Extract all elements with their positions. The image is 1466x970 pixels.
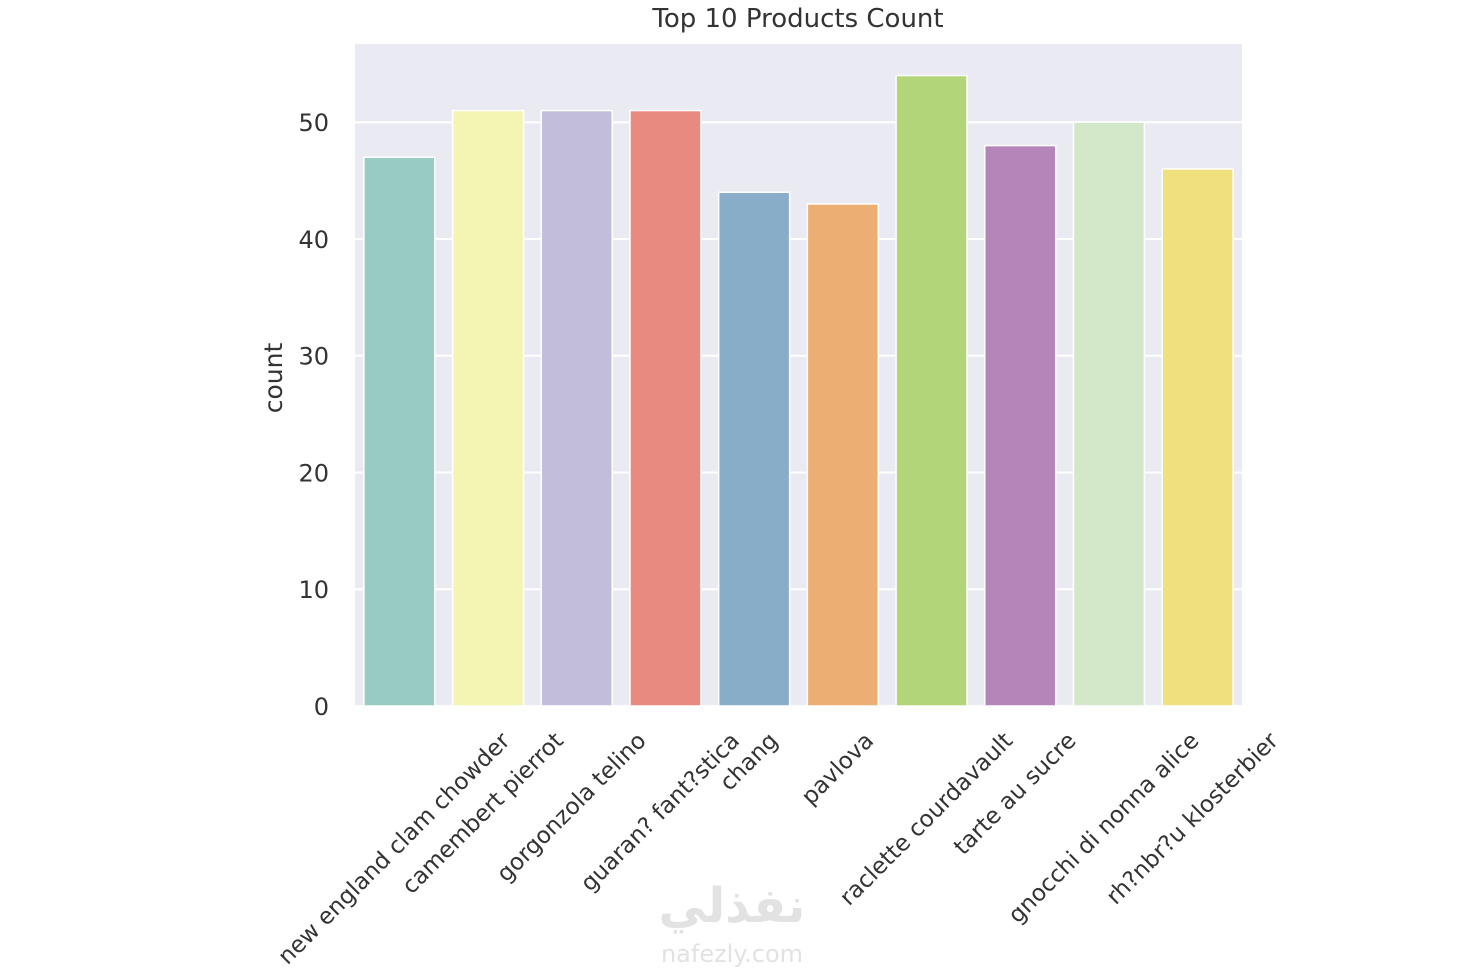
x-tick-label: guaran? fant?stica [576, 728, 745, 897]
bar [363, 156, 436, 707]
bar [629, 109, 702, 707]
watermark-arabic: نفذلي [659, 878, 806, 934]
y-axis-label: count [259, 343, 288, 414]
bar [1072, 121, 1146, 707]
y-tick-label: 10 [298, 576, 329, 604]
bar [895, 74, 968, 707]
y-tick-label: 40 [298, 226, 329, 254]
chart-title: Top 10 Products Count [651, 4, 943, 34]
bar [984, 144, 1057, 707]
bar [1161, 168, 1234, 707]
y-tick-label: 30 [298, 343, 329, 371]
y-tick-label: 20 [298, 459, 329, 487]
bar [717, 191, 791, 707]
watermark-url: nafezly.com [661, 940, 803, 968]
y-tick-label: 0 [314, 693, 329, 721]
x-tick-label: pavlova [797, 728, 879, 810]
bar [451, 109, 525, 707]
bar [540, 109, 613, 707]
x-tick-label: new england clam chowder [273, 727, 515, 969]
bar [806, 203, 880, 707]
y-tick-label: 50 [298, 109, 329, 137]
